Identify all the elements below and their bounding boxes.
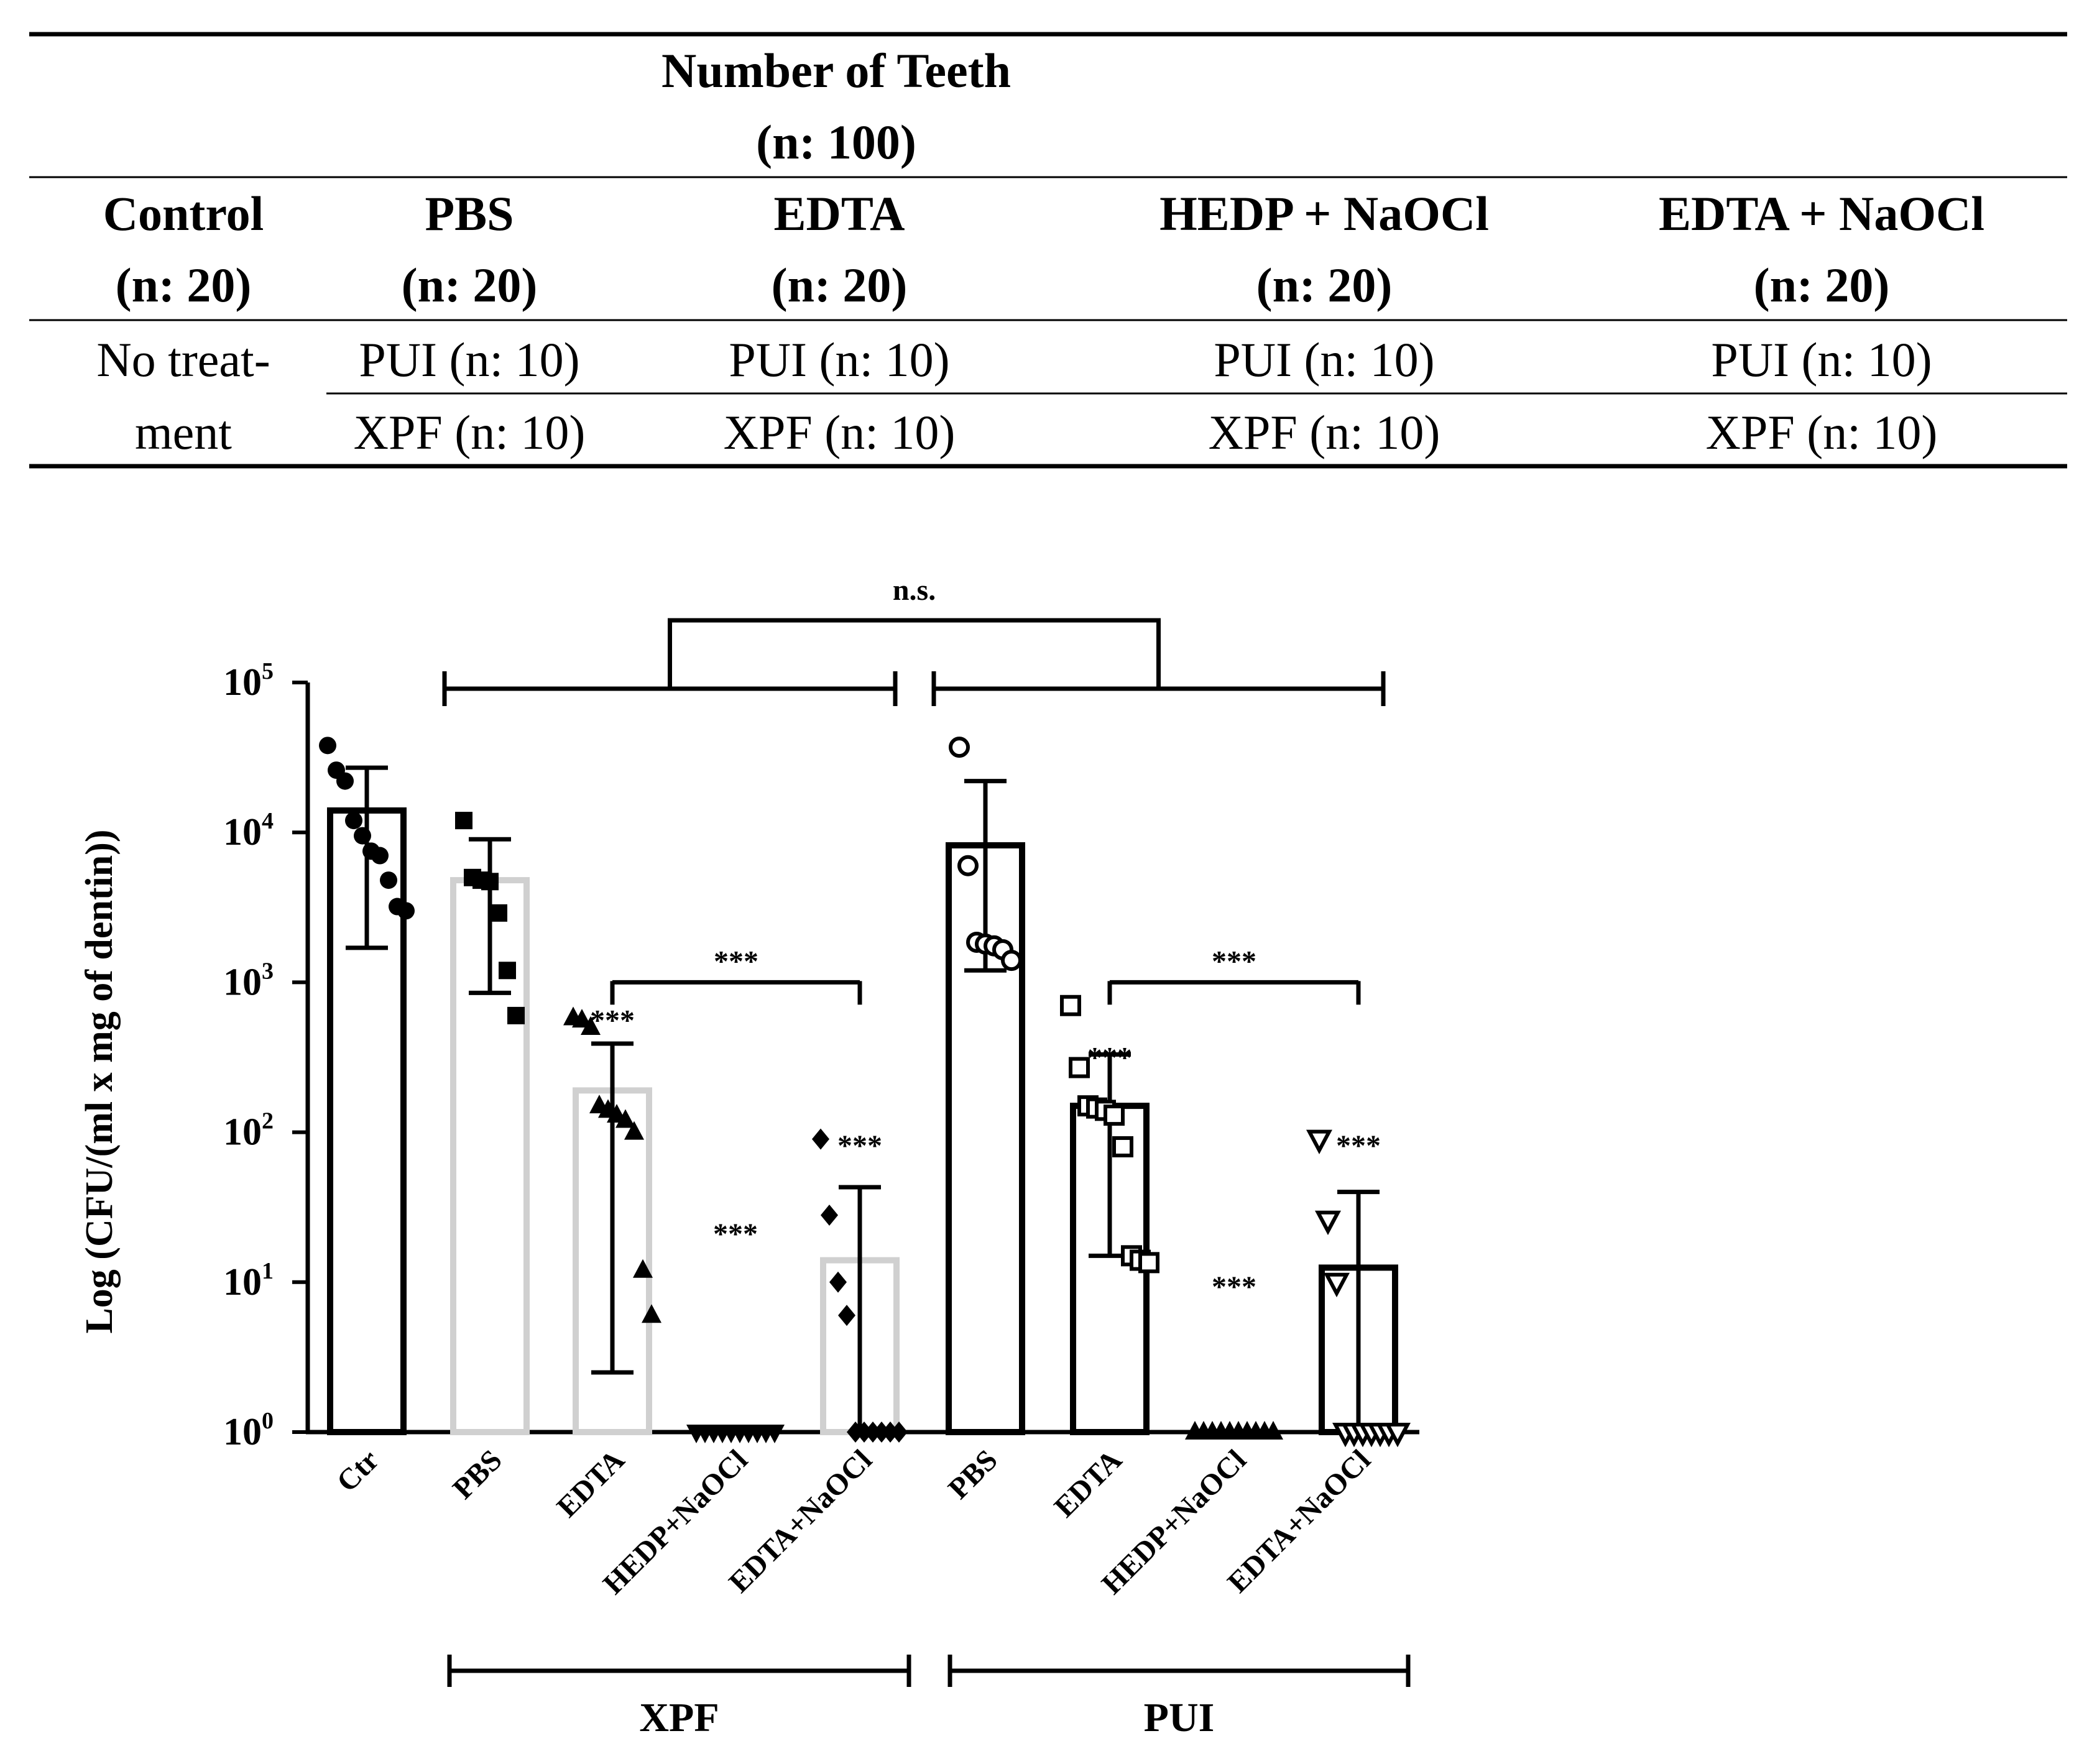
ns-label: n.s. — [893, 574, 936, 607]
table-title-line1: Number of Teeth — [661, 44, 1011, 98]
control-cell-line2: ment — [135, 405, 232, 459]
ns-bracket — [668, 618, 1161, 689]
x-tick-label: Ctr — [330, 1443, 385, 1498]
data-point-2-1 — [572, 1009, 592, 1028]
data-point-0-6 — [371, 847, 389, 865]
cfu-bar-chart: Log (CFU/(ml x mg of dentin)) 1001011021… — [78, 574, 1419, 1740]
data-point-8-9 — [1385, 1423, 1411, 1448]
col-n-hedp-naocl: (n: 20) — [1256, 258, 1393, 312]
x-tick-label: PBS — [446, 1443, 509, 1505]
col-header-edta: EDTA — [774, 186, 905, 241]
comparison-stars: *** — [1212, 945, 1256, 978]
significance-stars: *** — [1087, 1042, 1132, 1075]
data-point-0-3 — [345, 812, 362, 830]
data-point-4-1 — [821, 1204, 838, 1226]
data-point-2-8 — [633, 1259, 653, 1278]
table-title-line2: (n: 100) — [756, 115, 916, 169]
group-label-xpf: XPF — [639, 1695, 719, 1740]
y-tick-label: 104 — [223, 808, 274, 853]
x-tick-label: EDTA — [551, 1443, 631, 1523]
data-point-5-0 — [949, 737, 970, 758]
data-point-6-6 — [1112, 1136, 1133, 1157]
data-point-1-0 — [455, 812, 472, 830]
cell-pui-edta-naocl: PUI (n: 10) — [1711, 333, 1932, 387]
data-point-5-1 — [957, 855, 979, 876]
group-brackets: XPF PUI — [447, 1655, 1411, 1740]
cell-xpf-hedp-naocl: XPF (n: 10) — [1209, 405, 1440, 459]
y-ticks: 100 101 102 103 104 105 — [223, 658, 308, 1453]
data-point-0-0 — [319, 737, 336, 755]
y-tick-label: 105 — [223, 658, 274, 704]
data-point-2-2 — [581, 1016, 601, 1036]
y-axis-title: Log (CFU/(ml x mg of dentin)) — [78, 829, 121, 1333]
data-point-2-9 — [642, 1304, 661, 1323]
data-point-4-9 — [890, 1422, 908, 1443]
col-n-edta-naocl: (n: 20) — [1754, 258, 1890, 312]
col-header-pbs: PBS — [425, 186, 514, 241]
col-header-control: Control — [103, 186, 264, 241]
data-point-1-3 — [481, 873, 499, 891]
significance-stars: *** — [1336, 1129, 1381, 1162]
data-point-2-7 — [624, 1121, 644, 1140]
data-point-1-5 — [499, 962, 516, 980]
x-tick-label: EDTA — [1048, 1443, 1128, 1523]
cell-xpf-edta-naocl: XPF (n: 10) — [1706, 405, 1938, 459]
data-points — [319, 737, 1411, 1448]
data-point-6-5 — [1104, 1105, 1125, 1126]
y-tick-label: 102 — [223, 1108, 274, 1154]
data-point-7-9 — [1263, 1421, 1283, 1440]
col-n-control: (n: 20) — [116, 258, 252, 312]
col-n-edta: (n: 20) — [772, 258, 908, 312]
significance-stars: *** — [713, 1218, 758, 1251]
y-tick-label: 103 — [223, 958, 274, 1003]
data-point-0-9 — [397, 902, 415, 920]
col-n-pbs: (n: 20) — [402, 258, 538, 312]
data-point-6-0 — [1060, 995, 1081, 1016]
data-point-1-6 — [507, 1006, 525, 1024]
cell-pui-pbs: PUI (n: 10) — [359, 333, 579, 387]
col-header-hedp-naocl: HEDP + NaOCl — [1159, 186, 1489, 241]
data-point-0-2 — [336, 772, 354, 790]
data-point-1-4 — [490, 904, 507, 922]
data-point-3-9 — [765, 1425, 785, 1443]
y-tick-label: 100 — [223, 1408, 274, 1453]
data-point-4-3 — [838, 1305, 855, 1326]
cell-pui-hedp-naocl: PUI (n: 10) — [1214, 333, 1434, 387]
significance-stars: *** — [1212, 1270, 1256, 1303]
significance-annotations: *** *** *** *** *** *** *** *** n.s. — [442, 574, 1386, 1303]
significance-stars: *** — [590, 1004, 635, 1037]
data-point-4-0 — [812, 1128, 829, 1150]
control-cell-line1: No treat- — [96, 333, 270, 387]
col-header-edta-naocl: EDTA + NaOCl — [1659, 186, 1984, 241]
data-point-0-7 — [380, 871, 397, 889]
data-point-5-6 — [1001, 950, 1022, 972]
data-point-6-1 — [1069, 1057, 1090, 1078]
error-bars — [346, 765, 1380, 1432]
data-point-6-9 — [1138, 1252, 1159, 1274]
group-label-pui: PUI — [1144, 1695, 1215, 1740]
data-point-4-2 — [829, 1271, 847, 1293]
x-tick-label: PBS — [942, 1443, 1004, 1505]
teeth-table: Number of Teeth (n: 100) Control (n: 20)… — [29, 32, 2067, 469]
data-point-8-2 — [1324, 1272, 1350, 1298]
data-point-2-6 — [615, 1109, 635, 1128]
y-tick-label: 101 — [223, 1258, 274, 1303]
comparison-stars: *** — [714, 945, 758, 978]
data-point-8-1 — [1315, 1210, 1341, 1236]
cell-xpf-edta: XPF (n: 10) — [724, 405, 956, 459]
data-point-8-0 — [1306, 1129, 1332, 1155]
significance-stars: *** — [837, 1129, 882, 1162]
data-point-0-4 — [354, 827, 371, 845]
cell-xpf-pbs: XPF (n: 10) — [354, 405, 586, 459]
cell-pui-edta: PUI (n: 10) — [729, 333, 949, 387]
